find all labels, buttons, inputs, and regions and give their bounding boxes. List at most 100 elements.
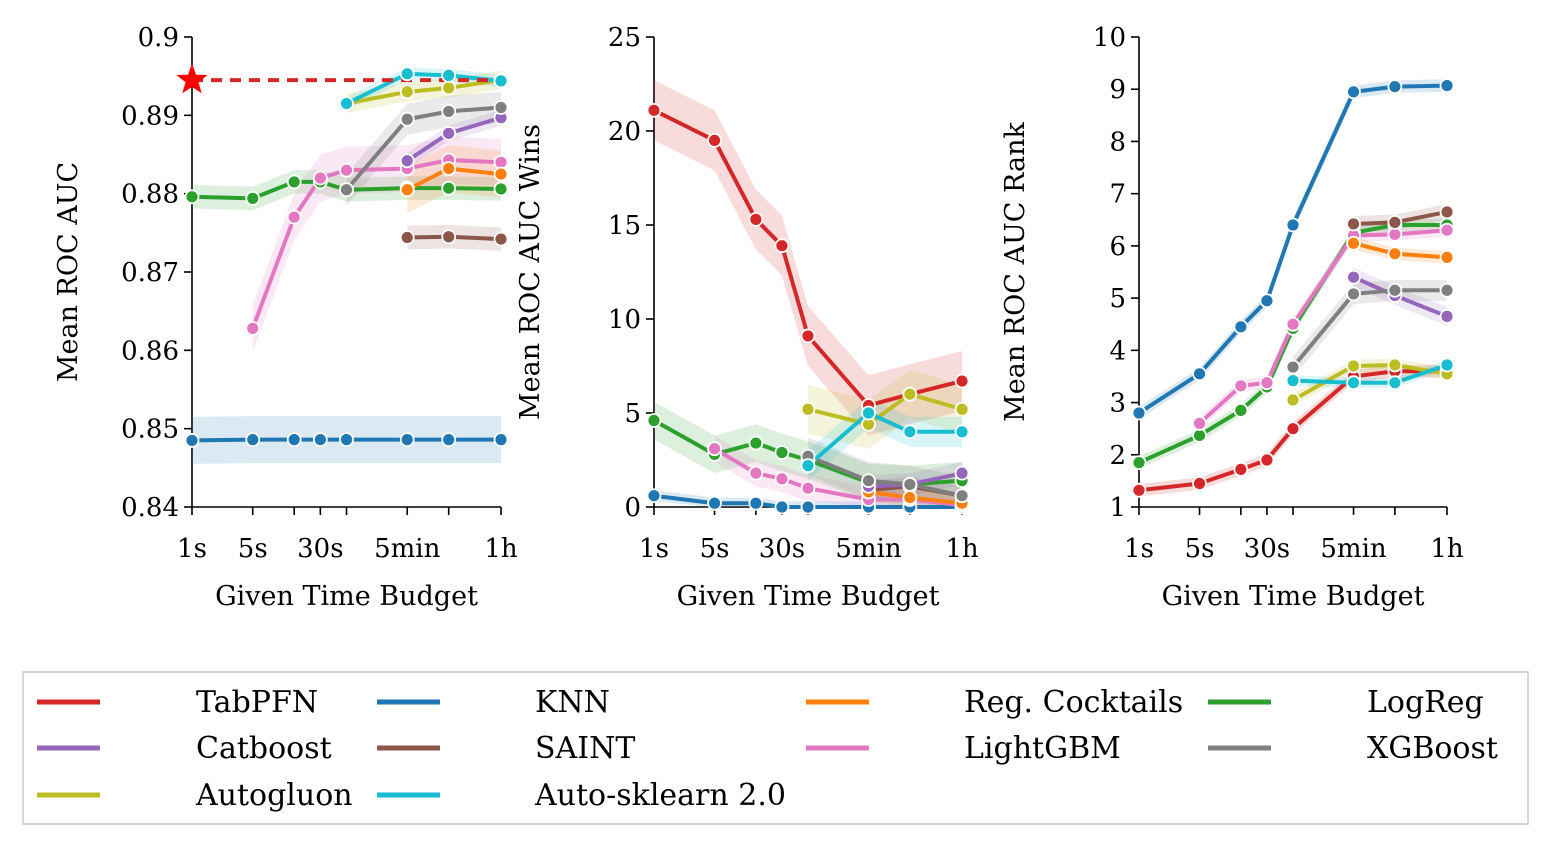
x-tick-label: 30s bbox=[1244, 534, 1290, 564]
y-tick-label: 5 bbox=[624, 399, 641, 429]
point-lightgbm bbox=[1192, 416, 1207, 431]
point-xgboost bbox=[954, 488, 970, 504]
x-tick-label: 1s bbox=[1124, 534, 1154, 564]
point-auto-sklearn-2-0 bbox=[1439, 357, 1455, 373]
y-tick-label: 20 bbox=[608, 117, 641, 147]
band-logreg bbox=[1139, 218, 1447, 469]
point-auto-sklearn-2-0 bbox=[1387, 375, 1403, 391]
point-lightgbm bbox=[1259, 375, 1275, 391]
legend-label-reg-cocktails: Reg. Cocktails bbox=[964, 685, 1183, 720]
point-xgboost bbox=[861, 473, 876, 489]
line-xgboost bbox=[344, 105, 503, 192]
x-tick-label: 1h bbox=[945, 534, 979, 564]
y-tick-label: 6 bbox=[1109, 232, 1126, 262]
y-tick-label: 9 bbox=[1109, 75, 1126, 105]
chart-panel-1: 0.84 0.85 0.86 0.87 0.88 0.89 0.9 1s 5s 30s 5min 1h… bbox=[53, 23, 518, 612]
point-knn bbox=[1439, 78, 1455, 93]
y-tick-label: 0.88 bbox=[121, 180, 179, 210]
reference-star bbox=[176, 63, 208, 94]
point-lightgbm bbox=[774, 471, 790, 487]
line-auto-sklearn-2-0 bbox=[806, 411, 964, 468]
point-lightgbm bbox=[286, 209, 302, 225]
y-tick-label: 0.84 bbox=[121, 493, 179, 523]
y-axis-title: Mean ROC AUC bbox=[53, 162, 84, 382]
point-lightgbm bbox=[707, 441, 722, 457]
y-tick-label: 0 bbox=[624, 493, 641, 523]
point-lightgbm bbox=[245, 320, 261, 336]
point-knn bbox=[1285, 217, 1301, 233]
point-autogluon bbox=[1285, 392, 1301, 408]
point-reg-cocktails bbox=[441, 161, 457, 177]
point-autogluon bbox=[902, 386, 918, 402]
legend-label-autogluon: Autogluon bbox=[195, 778, 353, 813]
point-knn bbox=[1131, 405, 1147, 421]
point-tabpfn bbox=[774, 238, 790, 254]
chart-panels: 0.84 0.85 0.86 0.87 0.88 0.89 0.9 1s 5s 30s 5min 1h… bbox=[53, 23, 1464, 612]
point-reg-cocktails bbox=[902, 490, 918, 506]
point-saint bbox=[493, 231, 509, 247]
point-lightgbm bbox=[312, 170, 328, 186]
point-knn bbox=[399, 432, 415, 448]
y-tick-label: 10 bbox=[1093, 23, 1126, 53]
point-knn bbox=[800, 499, 816, 515]
point-knn bbox=[441, 432, 457, 448]
point-reg-cocktails bbox=[399, 182, 415, 198]
point-xgboost bbox=[339, 182, 354, 198]
point-knn bbox=[184, 433, 200, 448]
point-knn bbox=[286, 432, 302, 448]
point-saint bbox=[399, 230, 415, 245]
legend-label-tabpfn: TabPFN bbox=[196, 685, 318, 720]
point-autogluon bbox=[1387, 357, 1403, 373]
line-autogluon bbox=[806, 392, 964, 427]
x-tick-label: 5s bbox=[238, 534, 268, 564]
point-knn bbox=[748, 495, 764, 511]
x-axis-title: Given Time Budget bbox=[1162, 581, 1425, 612]
line-auto-sklearn-2-0 bbox=[344, 71, 503, 106]
legend-label-saint: SAINT bbox=[535, 731, 635, 766]
point-logreg bbox=[245, 190, 261, 206]
point-lightgbm bbox=[1233, 378, 1249, 394]
point-tabpfn bbox=[954, 373, 970, 389]
point-knn bbox=[646, 488, 662, 504]
x-tick-label: 30s bbox=[297, 534, 343, 564]
point-catboost bbox=[1346, 269, 1361, 285]
y-tick-label: 0.9 bbox=[138, 23, 179, 53]
point-xgboost bbox=[1346, 286, 1361, 302]
y-tick-label: 0.87 bbox=[121, 258, 179, 288]
point-knn bbox=[1259, 293, 1275, 309]
point-tabpfn bbox=[1131, 482, 1147, 498]
x-tick-label: 5min bbox=[835, 534, 902, 564]
point-logreg bbox=[646, 413, 662, 428]
point-knn bbox=[1346, 84, 1361, 100]
point-knn bbox=[1192, 366, 1207, 382]
point-xgboost bbox=[902, 477, 918, 492]
point-tabpfn bbox=[800, 328, 816, 344]
point-xgboost bbox=[441, 104, 457, 119]
point-autogluon bbox=[441, 80, 457, 96]
x-tick-label: 1s bbox=[639, 534, 669, 564]
point-saint bbox=[1439, 204, 1455, 220]
x-tick-label: 5s bbox=[1185, 534, 1215, 564]
point-logreg bbox=[748, 435, 764, 451]
point-reg-cocktails bbox=[493, 166, 509, 182]
point-tabpfn bbox=[1192, 476, 1207, 491]
line-auto-sklearn-2-0 bbox=[1291, 362, 1449, 385]
legend-label-lightgbm: LightGBM bbox=[964, 731, 1121, 766]
y-tick-label: 10 bbox=[608, 305, 641, 335]
point-xgboost bbox=[1387, 282, 1403, 298]
x-tick-label: 5min bbox=[1320, 534, 1387, 564]
point-knn bbox=[312, 432, 328, 448]
point-logreg bbox=[1233, 402, 1249, 418]
band-xgboost bbox=[346, 91, 501, 206]
point-lightgbm bbox=[339, 162, 354, 178]
y-tick-label: 1 bbox=[1109, 493, 1126, 523]
point-autogluon bbox=[1346, 358, 1361, 374]
point-logreg bbox=[184, 189, 200, 205]
point-tabpfn bbox=[1233, 461, 1249, 477]
x-tick-label: 5s bbox=[700, 534, 730, 564]
point-xgboost bbox=[399, 111, 415, 127]
y-axis-title: Mean ROC AUC Rank bbox=[1000, 122, 1031, 422]
legend-frame bbox=[22, 671, 1529, 825]
